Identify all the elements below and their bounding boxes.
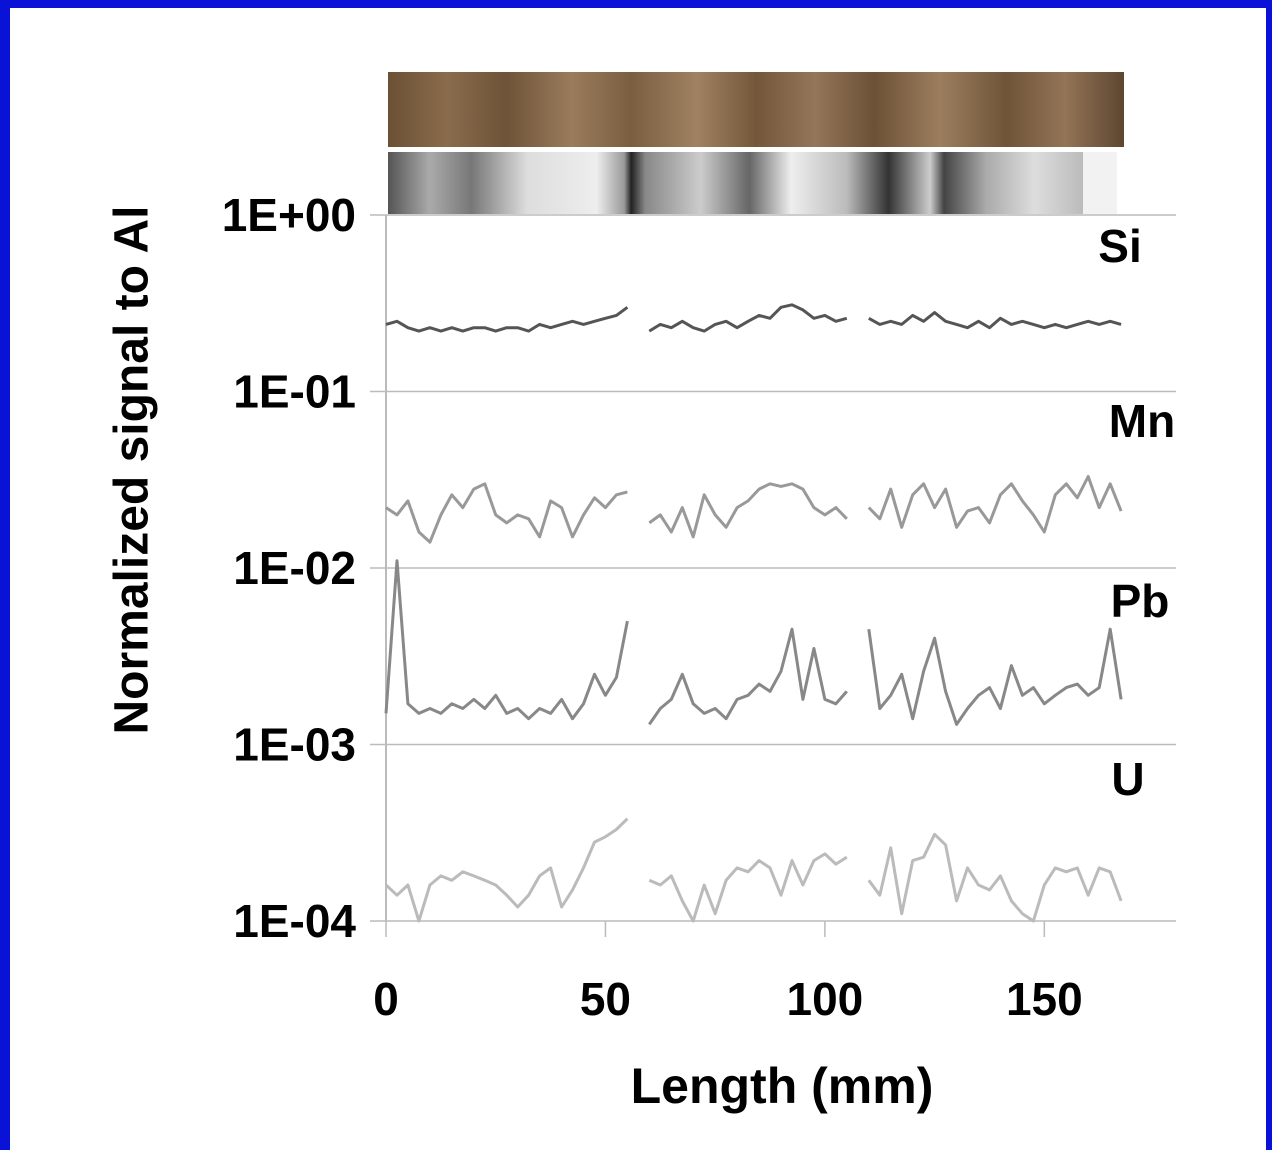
series-label: Pb bbox=[1111, 575, 1170, 627]
x-tick-label: 150 bbox=[1006, 973, 1083, 1025]
series-line bbox=[385, 475, 1123, 544]
x-tick-label: 50 bbox=[580, 973, 631, 1025]
x-tick-label: 0 bbox=[373, 973, 399, 1025]
series-label: U bbox=[1111, 753, 1144, 805]
y-tick-label: 1E-04 bbox=[233, 895, 356, 947]
y-tick-label: 1E-02 bbox=[233, 542, 356, 594]
series-label: Mn bbox=[1109, 395, 1175, 447]
y-tick-label: 1E+00 bbox=[222, 189, 356, 241]
y-tick-label: 1E-03 bbox=[233, 719, 356, 771]
x-tick-label: 100 bbox=[787, 973, 864, 1025]
xray-blank bbox=[1083, 152, 1117, 214]
series-line bbox=[384, 817, 1123, 923]
series-label: Si bbox=[1098, 220, 1141, 272]
y-tick-label: 1E-01 bbox=[233, 366, 356, 418]
core-xray bbox=[388, 152, 1083, 214]
series-line bbox=[384, 559, 1123, 726]
x-axis-title: Length (mm) bbox=[631, 1058, 934, 1114]
series-line bbox=[385, 303, 1122, 333]
core-photo bbox=[388, 72, 1124, 147]
y-axis-title: Normalized signal to Al bbox=[106, 206, 159, 735]
